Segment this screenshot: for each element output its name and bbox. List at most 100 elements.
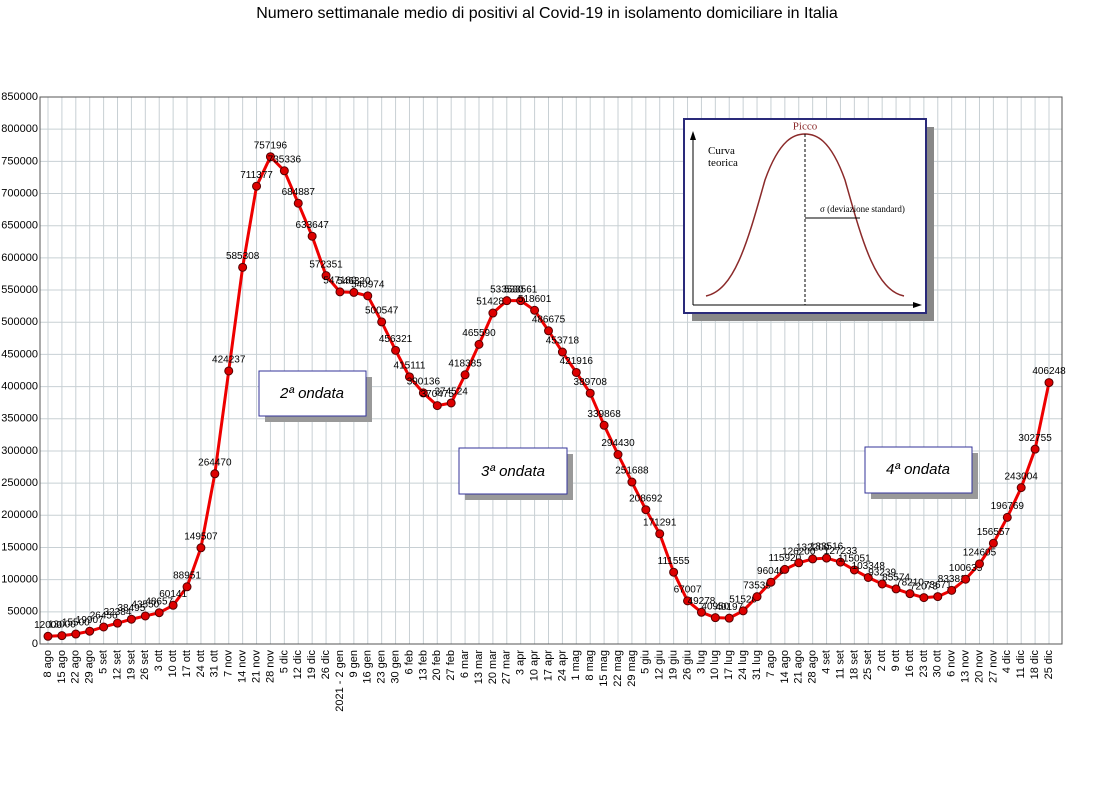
y-tick-label: 350000 — [1, 413, 38, 425]
data-label: 572351 — [309, 259, 343, 270]
x-tick-label: 15 ago — [56, 650, 68, 684]
data-label: 302755 — [1018, 433, 1052, 444]
data-point — [252, 181, 262, 191]
x-tick-label: 2021 - 2 gen — [334, 650, 346, 712]
data-label: 421916 — [560, 356, 594, 367]
data-label: 486675 — [532, 314, 566, 325]
data-label: 73671 — [924, 580, 952, 591]
chart-title: Numero settimanale medio di positivi al … — [256, 5, 838, 22]
y-tick-label: 200000 — [1, 509, 38, 521]
inset-title: Picco — [793, 121, 818, 133]
data-label: 19907 — [76, 615, 104, 626]
x-tick-label: 31 ott — [209, 650, 221, 678]
data-point — [307, 231, 317, 241]
data-label: 390136 — [407, 377, 441, 388]
data-point — [627, 477, 637, 487]
data-point — [113, 618, 123, 628]
x-tick-label: 28 nov — [264, 650, 276, 684]
x-tick-label: 14 ago — [779, 650, 791, 684]
data-point — [140, 611, 150, 621]
data-point — [224, 366, 234, 376]
data-point — [293, 198, 303, 208]
x-tick-label: 23 gen — [376, 650, 388, 684]
x-tick-label: 1 mag — [570, 650, 582, 681]
data-label: 757196 — [254, 140, 288, 151]
data-point — [919, 593, 929, 603]
x-tick-label: 20 mar — [487, 650, 499, 685]
x-tick-label: 10 lug — [709, 650, 721, 680]
data-point — [154, 608, 164, 618]
inset-sigma-label: σ (deviazione standard) — [820, 204, 905, 214]
data-label: 735336 — [268, 154, 302, 165]
data-point — [794, 558, 804, 568]
data-label: 51520 — [729, 594, 757, 605]
y-tick-label: 850000 — [1, 91, 38, 103]
data-point — [669, 567, 679, 577]
x-tick-label: 19 set — [125, 650, 137, 680]
annotation: 2ª ondata — [279, 385, 344, 402]
data-label: 124605 — [963, 547, 997, 558]
data-point — [418, 388, 428, 398]
data-point — [196, 543, 206, 553]
y-tick-label: 500000 — [1, 316, 38, 328]
plot-border — [39, 96, 1063, 645]
data-label: 96040 — [757, 566, 785, 577]
x-tick-label: 26 dic — [320, 650, 332, 680]
data-point — [599, 420, 609, 430]
x-tick-label: 6 feb — [403, 650, 415, 674]
x-tick-label: 25 dic — [1043, 650, 1055, 680]
y-tick-label: 50000 — [7, 606, 38, 618]
data-label: 171291 — [643, 517, 677, 528]
data-label: 585308 — [226, 251, 260, 262]
data-point — [1044, 378, 1054, 388]
y-tick-label: 750000 — [1, 155, 38, 167]
annotation: 3ª ondata — [481, 463, 545, 480]
data-label: 40950 — [701, 601, 729, 612]
x-tick-label: 28 ago — [807, 650, 819, 684]
x-tick-label: 9 ott — [890, 650, 902, 671]
x-tick-label: 11 dic — [1015, 650, 1027, 679]
x-tick-label: 20 nov — [973, 650, 985, 684]
x-tick-label: 5 set — [98, 650, 110, 674]
x-tick-label: 12 set — [111, 650, 123, 680]
data-label: 370475 — [421, 389, 455, 400]
data-point — [238, 262, 248, 272]
data-point — [321, 271, 331, 281]
data-label: 415111 — [394, 361, 426, 372]
data-point — [474, 339, 484, 349]
data-point — [696, 607, 706, 617]
x-tick-label: 29 ago — [84, 650, 96, 684]
x-tick-label: 18 set — [848, 650, 860, 680]
data-label: 208692 — [629, 493, 663, 504]
data-point — [961, 574, 971, 584]
data-label: 85574 — [882, 573, 910, 584]
x-tick-label: 25 set — [862, 650, 874, 680]
data-point — [710, 613, 720, 623]
data-point — [99, 622, 109, 632]
x-tick-label: 15 mag — [598, 650, 610, 687]
data-point — [933, 592, 943, 602]
y-tick-label: 600000 — [1, 252, 38, 264]
data-label: 374524 — [434, 387, 468, 398]
x-tick-label: 23 ott — [918, 650, 930, 678]
y-tick-label: 100000 — [1, 574, 38, 586]
x-tick-label: 13 feb — [417, 650, 429, 681]
x-tick-label: 10 ott — [167, 650, 179, 678]
data-point — [1016, 483, 1026, 493]
data-label: 533561 — [504, 284, 538, 295]
data-label: 127233 — [824, 546, 858, 557]
data-label: 547180 — [323, 276, 357, 287]
data-point — [502, 296, 512, 306]
data-label: 389708 — [574, 377, 608, 388]
x-tick-label: 26 giu — [681, 650, 693, 680]
data-label: 78210 — [896, 577, 924, 588]
data-label: 196769 — [991, 501, 1025, 512]
x-tick-label: 19 giu — [668, 650, 680, 680]
data-label: 339868 — [587, 409, 621, 420]
data-label: 60141 — [159, 589, 187, 600]
x-tick-label: 20 feb — [431, 650, 443, 681]
data-label: 73539 — [743, 580, 771, 591]
data-point — [85, 626, 95, 636]
x-tick-label: 24 ott — [195, 650, 207, 678]
